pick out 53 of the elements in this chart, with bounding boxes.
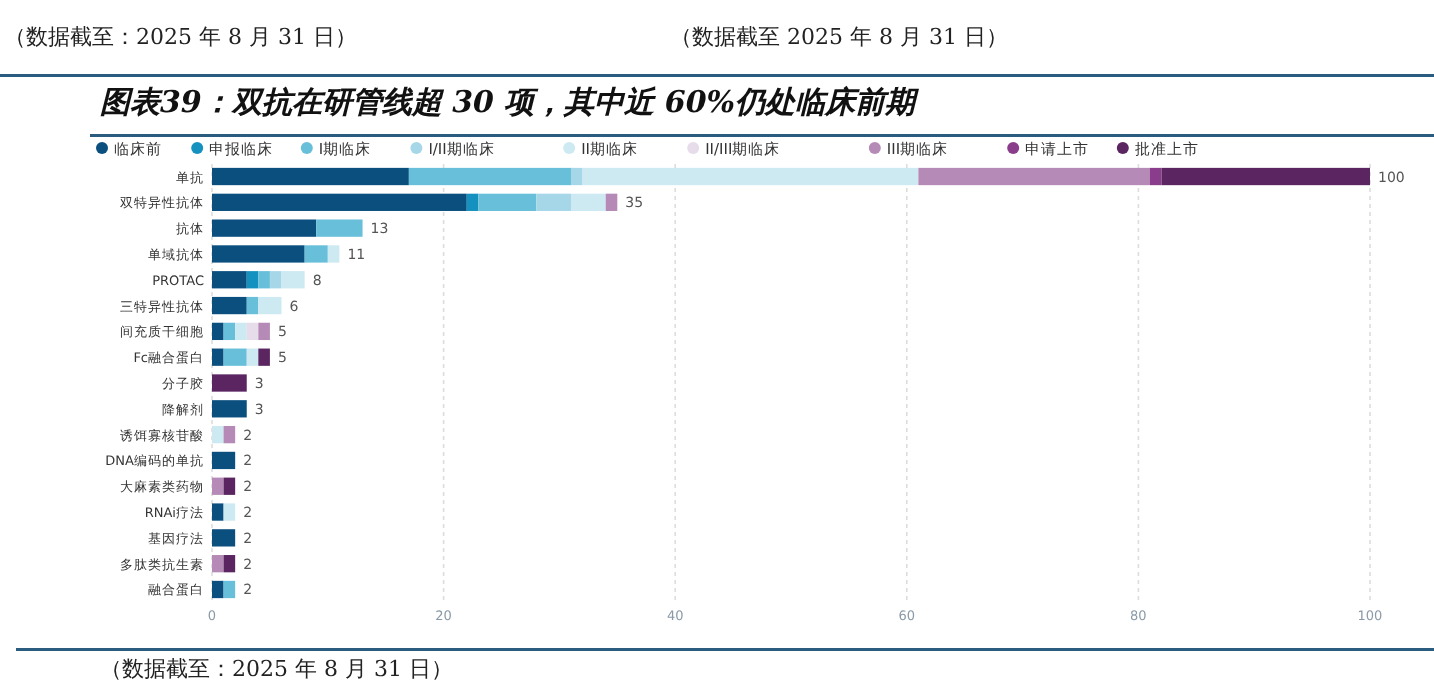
bar	[1149, 167, 1162, 186]
chart-title: 图表39：双抗在研管线超 30 项，其中近 60%仍处临床前期	[100, 84, 922, 120]
bar	[246, 348, 259, 366]
text: （数据截至：2025 年 8 月 31 日）	[4, 24, 357, 50]
bar	[246, 296, 259, 315]
bar	[918, 167, 1150, 186]
bar	[212, 271, 247, 289]
bar	[582, 167, 919, 186]
bar	[258, 296, 282, 315]
bar	[223, 580, 236, 599]
bar	[212, 580, 224, 599]
bar	[258, 271, 270, 289]
bar	[408, 167, 571, 186]
bar	[223, 477, 236, 495]
bar	[223, 322, 236, 341]
bar	[316, 219, 363, 237]
bar	[269, 271, 282, 289]
bar	[212, 219, 317, 237]
bar	[605, 193, 618, 211]
bar	[212, 167, 409, 186]
bar	[212, 193, 467, 211]
bar	[478, 193, 537, 211]
bar	[1161, 167, 1370, 186]
bar	[281, 271, 305, 289]
bar	[246, 322, 259, 341]
bar	[327, 245, 340, 263]
text: （数据截至 2025 年 8 月 31 日）	[670, 24, 1008, 50]
bar	[258, 348, 270, 366]
bar	[235, 322, 247, 341]
bar	[212, 322, 224, 341]
bar	[212, 425, 224, 444]
text: （数据截至：2025 年 8 月 31 日）	[100, 656, 453, 682]
bar	[212, 296, 247, 315]
bar	[304, 245, 328, 263]
bar	[223, 425, 236, 444]
bar	[212, 374, 247, 392]
bar	[246, 271, 259, 289]
bar	[212, 245, 305, 263]
bar	[223, 555, 236, 573]
bar	[212, 451, 236, 470]
bar	[212, 529, 236, 547]
bar	[212, 400, 247, 418]
bar	[212, 477, 224, 495]
bar	[570, 193, 606, 211]
bar	[223, 348, 247, 366]
bar	[536, 193, 571, 211]
bar	[570, 167, 583, 186]
bar	[212, 503, 224, 521]
bar	[212, 348, 224, 366]
bar	[223, 503, 236, 521]
bar	[466, 193, 479, 211]
bar	[212, 555, 224, 573]
bar	[258, 322, 270, 341]
